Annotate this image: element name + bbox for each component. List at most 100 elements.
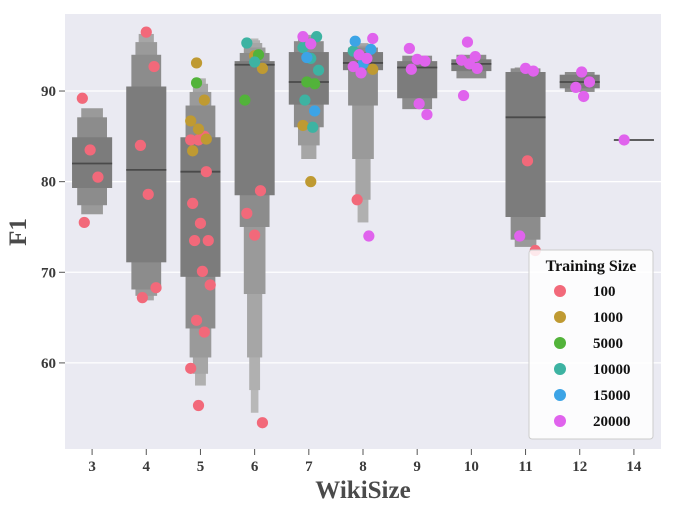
data-point (192, 123, 205, 135)
data-point (305, 38, 317, 50)
data-point (196, 265, 209, 277)
data-point (583, 76, 596, 88)
x-tick-label: 12 (572, 459, 587, 475)
data-point (618, 134, 630, 146)
data-point (576, 66, 588, 78)
data-point (305, 176, 317, 188)
x-tick-label: 10 (464, 459, 479, 475)
data-point (307, 121, 319, 133)
data-point (527, 65, 539, 77)
data-point (200, 166, 212, 178)
legend-label: 1000 (593, 310, 623, 326)
data-point (297, 31, 309, 43)
data-point (192, 399, 205, 412)
data-point (187, 197, 199, 210)
data-point (365, 43, 377, 55)
legend-marker (554, 337, 566, 349)
data-point (361, 52, 373, 65)
data-point (347, 60, 359, 73)
data-point (84, 144, 96, 156)
data-point (521, 155, 534, 167)
legend-marker (554, 285, 566, 297)
data-point (204, 279, 216, 291)
legend-marker (554, 363, 566, 375)
data-point (471, 62, 483, 74)
legend-marker (554, 415, 566, 427)
data-point (403, 42, 415, 55)
data-point (136, 292, 148, 304)
y-tick-label: 80 (41, 175, 56, 191)
data-point (309, 78, 321, 90)
data-point (241, 207, 253, 219)
x-tick-label: 3 (88, 459, 96, 475)
data-point (578, 90, 590, 103)
data-point (312, 64, 325, 76)
data-point (413, 98, 425, 110)
data-point (301, 51, 313, 64)
legend-marker (554, 389, 566, 401)
data-point (309, 105, 321, 117)
data-point (185, 134, 197, 146)
data-point (367, 63, 379, 75)
x-tick-label: 7 (305, 459, 313, 475)
legend-label: 100 (593, 284, 616, 300)
data-point (134, 139, 147, 152)
data-point (349, 35, 361, 47)
data-point (185, 362, 197, 374)
boxen-plots (72, 33, 654, 413)
y-tick-label: 60 (41, 356, 56, 372)
x-tick-label: 14 (626, 459, 642, 475)
data-point (297, 119, 309, 132)
data-point (241, 37, 253, 49)
data-point (190, 314, 203, 326)
y-axis-title: F1 (5, 218, 32, 246)
legend-box (528, 249, 654, 440)
x-tick-label: 5 (197, 459, 205, 475)
legend-label: 20000 (593, 414, 631, 430)
data-point (355, 67, 367, 79)
data-point (570, 81, 582, 94)
legend: Training Size 100 1000 5000 10000 15000 20000 (528, 249, 654, 440)
data-point (92, 171, 104, 183)
x-tick-label: 11 (518, 459, 532, 475)
data-point (198, 94, 210, 106)
data-point (200, 133, 212, 145)
y-axis-ticks: 60 70 80 90 (41, 84, 65, 372)
data-point (76, 92, 88, 104)
data-point (514, 230, 526, 242)
boxen-box (505, 72, 546, 217)
data-point (419, 55, 431, 67)
data-point (239, 94, 251, 106)
legend-label: 5000 (593, 336, 623, 352)
data-point (189, 234, 201, 247)
data-point (249, 56, 261, 68)
legend-marker (554, 311, 566, 323)
y-tick-label: 90 (41, 84, 56, 100)
data-point (249, 229, 261, 241)
boxen-box (180, 137, 221, 277)
data-point (461, 36, 474, 48)
data-point (421, 108, 433, 121)
data-point (256, 417, 269, 429)
data-point (351, 194, 363, 206)
boxen-box (126, 86, 167, 263)
data-point (256, 62, 269, 74)
legend-label: 10000 (593, 362, 631, 378)
x-tick-label: 6 (251, 459, 259, 475)
data-point (185, 115, 197, 127)
data-point (198, 326, 210, 338)
x-tick-label: 9 (413, 459, 421, 475)
data-point (202, 234, 214, 247)
data-point (140, 26, 152, 38)
data-point (190, 77, 203, 89)
data-point (299, 94, 311, 106)
legend-label: 15000 (593, 388, 631, 404)
data-point (367, 32, 379, 45)
data-point (363, 230, 375, 242)
x-tick-label: 4 (143, 459, 151, 475)
data-point (142, 188, 154, 200)
data-point (187, 145, 199, 157)
data-point (150, 282, 162, 294)
data-point (194, 217, 207, 229)
